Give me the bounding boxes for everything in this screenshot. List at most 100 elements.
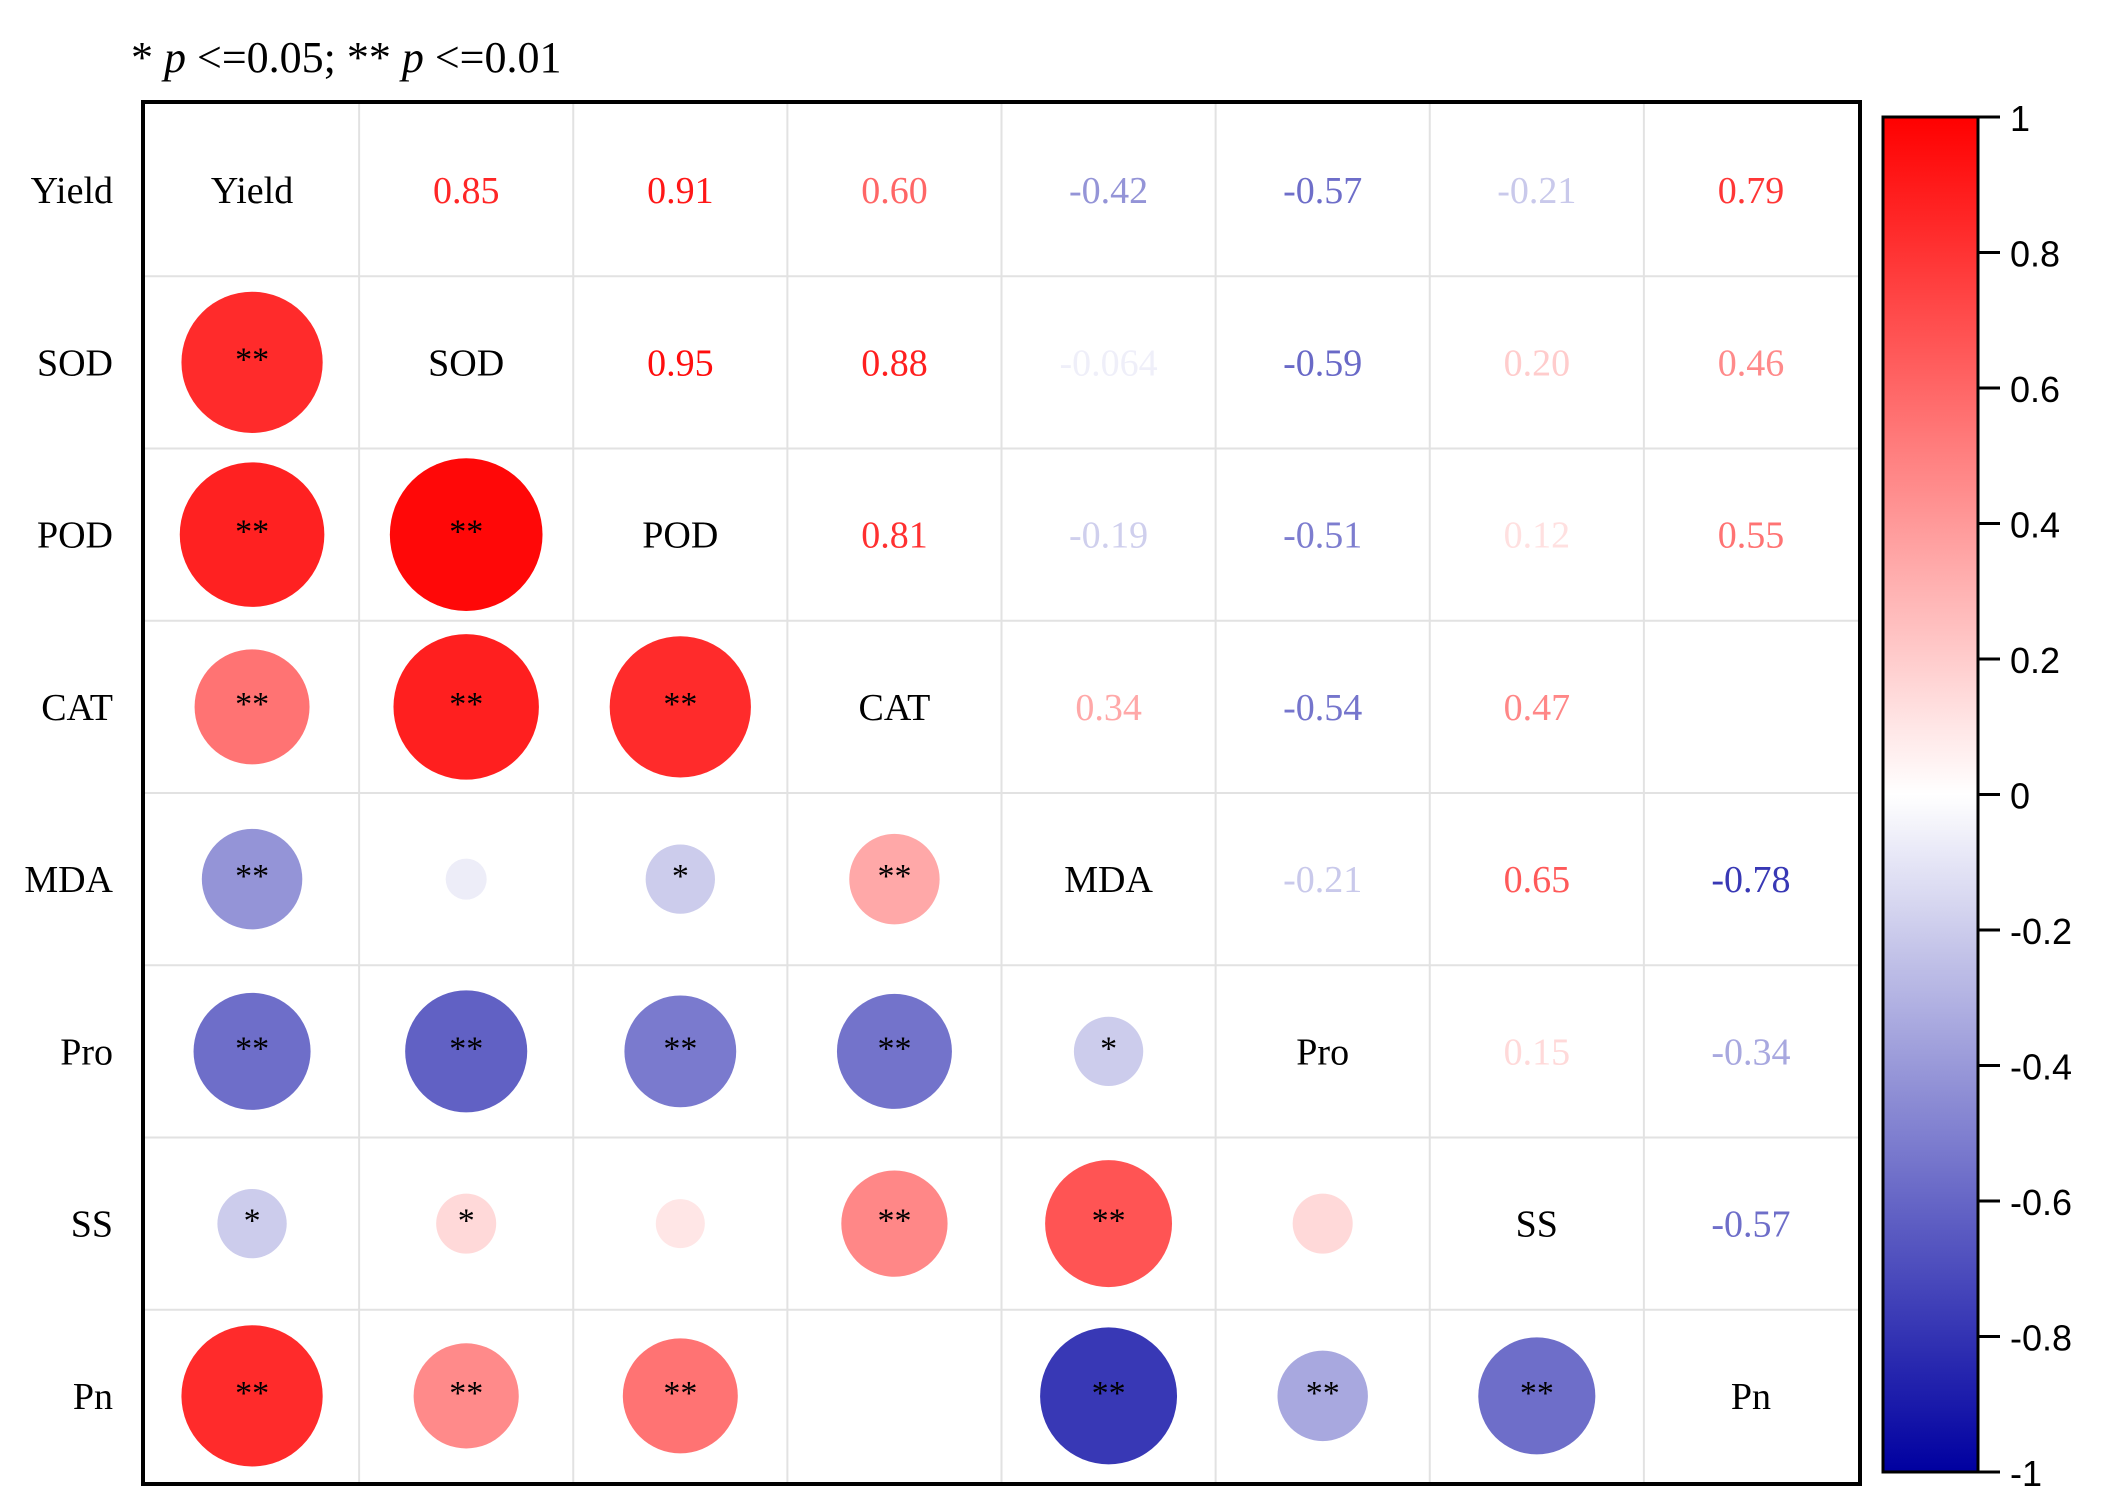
corr-value-pod-pn: 0.55 (1718, 515, 1785, 557)
corr-value-pod-cat: 0.81 (861, 515, 928, 557)
corr-value-mda-ss: 0.65 (1504, 859, 1571, 901)
significance-marker: * (1100, 1030, 1117, 1067)
corr-value-yield-pro: -0.57 (1283, 170, 1362, 212)
note-p-double: p (399, 33, 424, 82)
corr-value-yield-cat: 0.60 (861, 170, 928, 212)
colorbar-gradient (1881, 115, 1980, 1474)
corr-value-sod-ss: 0.20 (1504, 342, 1571, 384)
colorbar-tick-label: 0.4 (2010, 505, 2060, 546)
significance-marker: ** (449, 1375, 483, 1412)
corr-value-pod-pro: -0.51 (1283, 515, 1362, 557)
row-label-sod: SOD (37, 342, 113, 384)
corr-circle-pn-yield (181, 1325, 323, 1467)
corr-value-yield-pod: 0.91 (647, 170, 714, 212)
significance-marker: ** (1306, 1375, 1340, 1412)
corr-value-cat-pro: -0.54 (1283, 687, 1362, 729)
significance-marker: ** (1092, 1375, 1126, 1412)
row-label-mda: MDA (24, 859, 113, 901)
corr-circle-cat-yield (194, 649, 310, 765)
colorbar-tick-label: -0.6 (2010, 1182, 2072, 1223)
colorbar-tick-label: -0.2 (2010, 911, 2072, 952)
significance-marker: ** (235, 514, 269, 551)
corr-value-sod-cat: 0.88 (861, 342, 928, 384)
corr-value-pro-pn: -0.34 (1711, 1031, 1790, 1073)
row-label-cat: CAT (41, 687, 113, 729)
note-star-single: * (131, 33, 164, 82)
corr-circle-pro-cat (836, 993, 952, 1109)
corr-value-ss-pn: -0.57 (1711, 1204, 1790, 1246)
corr-circle-pro-pod (624, 995, 737, 1108)
corr-value-sod-pn: 0.46 (1718, 342, 1785, 384)
significance-marker: ** (663, 1030, 697, 1067)
colorbar-tick-label: 0.8 (2010, 234, 2060, 275)
corr-value-yield-ss: -0.21 (1497, 170, 1576, 212)
diagonal-label-sod: SOD (428, 342, 504, 384)
corr-circle-pro-mda (1073, 1016, 1144, 1087)
significance-marker: ** (1092, 1203, 1126, 1240)
note-threshold-double: <=0.01 (435, 33, 562, 82)
row-label-pod: POD (37, 515, 113, 557)
corr-value-pod-ss: 0.12 (1504, 515, 1571, 557)
diagonal-label-mda: MDA (1064, 859, 1153, 901)
lower-triangle-circles: **** **** ** **** * **** ** ** ** ** * ** **** ** ** **… (179, 291, 1596, 1467)
significance-marker: ** (877, 1030, 911, 1067)
diagonal-label-pod: POD (642, 515, 718, 557)
corr-circle-cat-sod (393, 634, 539, 780)
significance-marker: ** (449, 686, 483, 723)
corr-value-sod-pod: 0.95 (647, 342, 714, 384)
corr-value-cat-ss: 0.47 (1504, 687, 1571, 729)
diagonal-label-cat: CAT (859, 687, 931, 729)
significance-marker: ** (235, 686, 269, 723)
note-p-single: p (161, 33, 186, 82)
corr-value-mda-pn: -0.78 (1711, 859, 1790, 901)
significance-note: * p <=0.05; ** p <=0.01 (131, 33, 562, 82)
colorbar-tick-label: 1 (2010, 98, 2030, 139)
diagonal-label-pro: Pro (1296, 1031, 1349, 1073)
corr-circle-pn-pro (1277, 1350, 1368, 1442)
significance-marker: ** (235, 858, 269, 895)
colorbar-tick-label: -1 (2010, 1453, 2042, 1494)
corr-circle-pro-sod (405, 990, 528, 1113)
colorbar-tick-label: -0.4 (2010, 1047, 2072, 1088)
corr-value-cat-mda: 0.34 (1075, 687, 1142, 729)
row-label-yield: Yield (31, 170, 113, 212)
significance-marker: ** (449, 514, 483, 551)
corr-value-yield-mda: -0.42 (1069, 170, 1148, 212)
corr-circle-pn-pod (622, 1338, 738, 1454)
corr-value-mda-pro: -0.21 (1283, 859, 1362, 901)
corr-circle-mda-pod (645, 844, 715, 914)
significance-marker: ** (663, 686, 697, 723)
corr-value-sod-mda: -0.064 (1059, 342, 1157, 384)
significance-marker: ** (877, 858, 911, 895)
significance-marker: ** (663, 1375, 697, 1412)
significance-marker: * (672, 858, 689, 895)
corr-value-yield-pn: 0.79 (1718, 170, 1785, 212)
row-label-pn: Pn (73, 1376, 113, 1418)
corr-circle-pro-yield (193, 992, 311, 1110)
significance-marker: ** (235, 1030, 269, 1067)
corr-circle-cat-pod (609, 636, 751, 778)
diagonal-label-yield: Yield (211, 170, 293, 212)
colorbar-tick-label: 0 (2010, 776, 2030, 817)
corr-circle-pod-yield (179, 462, 325, 607)
corr-circle-pn-mda (1040, 1327, 1178, 1465)
significance-marker: ** (877, 1203, 911, 1240)
corr-value-sod-pro: -0.59 (1283, 342, 1362, 384)
corr-circle-ss-mda (1045, 1160, 1173, 1288)
corr-circle-ss-pod (655, 1199, 705, 1249)
matrix-grid (145, 104, 1858, 1482)
colorbar-tick-label: -0.8 (2010, 1318, 2072, 1359)
matrix-frame (141, 100, 1862, 1486)
significance-marker: ** (235, 341, 269, 378)
corr-value-yield-sod: 0.85 (433, 170, 500, 212)
corr-circle-ss-pro (1292, 1193, 1353, 1254)
significance-marker: * (458, 1203, 475, 1240)
row-label-pro: Pro (60, 1031, 113, 1073)
note-star-double: ** (347, 33, 402, 82)
corr-circle-ss-cat (841, 1170, 948, 1277)
row-labels: Yield SOD POD CAT MDA Pro SS Pn (24, 170, 113, 1418)
corr-circle-mda-sod (445, 858, 487, 900)
corr-circle-pn-sod (413, 1343, 519, 1449)
corr-circle-sod-yield (181, 291, 323, 433)
